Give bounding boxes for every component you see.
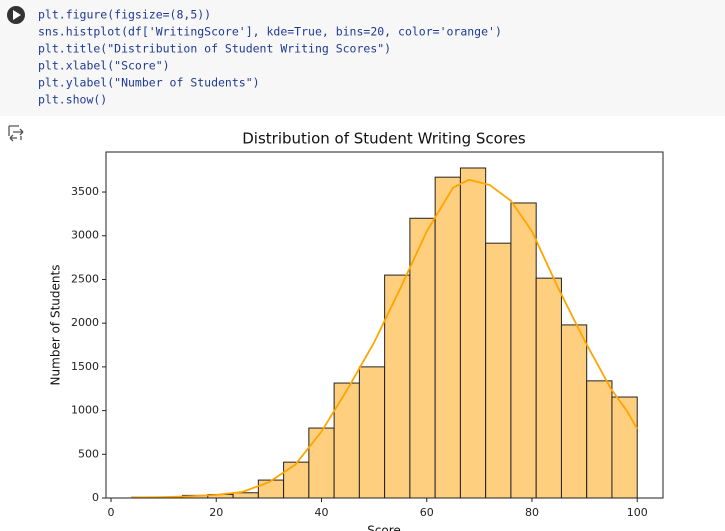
bar bbox=[510, 202, 537, 499]
bar bbox=[586, 380, 613, 499]
y-tick-label: 3000 bbox=[71, 229, 99, 242]
bar bbox=[485, 242, 512, 499]
chart-title: Distribution of Student Writing Scores bbox=[242, 130, 526, 148]
code-line: plt.title("Distribution of Student Writi… bbox=[38, 42, 391, 56]
code-lines: plt.figure(figsize=(8,5)) sns.histplot(df… bbox=[38, 8, 502, 107]
y-tick-label: 1500 bbox=[71, 360, 99, 373]
code-line: plt.ylabel("Number of Students") bbox=[38, 76, 260, 90]
bar bbox=[459, 167, 487, 499]
plot-frame bbox=[105, 151, 664, 499]
y-tick-label: 2000 bbox=[71, 316, 99, 329]
bar bbox=[560, 324, 588, 499]
bar bbox=[232, 492, 259, 499]
kde-line bbox=[132, 178, 638, 499]
bar bbox=[535, 277, 562, 499]
x-tick-label: 40 bbox=[314, 506, 328, 519]
code-area bbox=[0, 0, 725, 116]
y-tick-label: 2500 bbox=[71, 272, 99, 285]
x-tick-label: 100 bbox=[627, 506, 648, 519]
output-icon[interactable] bbox=[8, 125, 24, 142]
y-axis-label: Number of Students bbox=[49, 265, 63, 386]
bar bbox=[611, 396, 638, 499]
code-line: plt.xlabel("Score") bbox=[38, 59, 170, 73]
y-tick-label: 3500 bbox=[71, 185, 99, 198]
code-line: sns.histplot(df['WritingScore'], kde=Tru… bbox=[38, 25, 502, 39]
run-button-icon[interactable] bbox=[13, 10, 21, 20]
bar bbox=[257, 479, 285, 499]
bar bbox=[333, 382, 360, 499]
x-tick-label: 60 bbox=[420, 506, 434, 519]
bar bbox=[384, 274, 411, 499]
code-line: plt.show() bbox=[38, 93, 107, 107]
bar bbox=[434, 176, 461, 499]
bar bbox=[409, 217, 436, 499]
code-line: plt.figure(figsize=(8,5)) bbox=[38, 8, 211, 22]
y-tick-label: 0 bbox=[92, 491, 99, 504]
x-tick-label: 80 bbox=[525, 506, 539, 519]
bar bbox=[358, 366, 386, 499]
x-tick-label: 0 bbox=[107, 506, 114, 519]
bar bbox=[283, 461, 310, 499]
y-tick-label: 500 bbox=[78, 447, 99, 460]
run-button[interactable] bbox=[7, 6, 25, 24]
bar bbox=[308, 427, 335, 499]
y-tick-label: 1000 bbox=[71, 404, 99, 417]
x-axis-label: Score bbox=[367, 524, 401, 531]
x-tick-label: 20 bbox=[209, 506, 223, 519]
output-icon-path[interactable] bbox=[8, 125, 24, 142]
